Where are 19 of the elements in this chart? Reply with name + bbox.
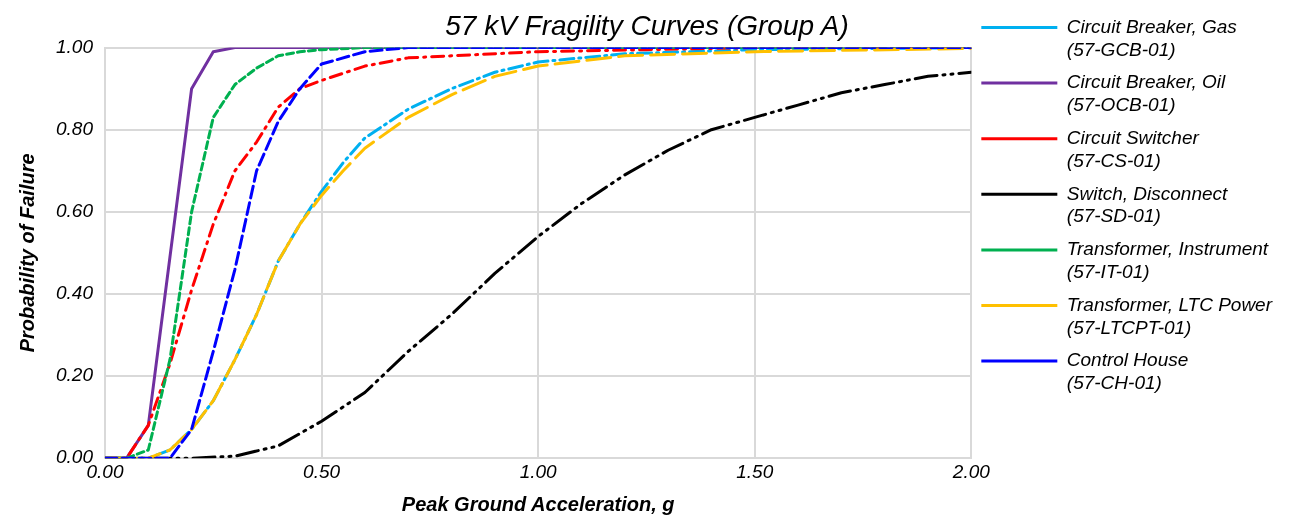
y-tick-label: 0.20 bbox=[56, 364, 94, 386]
y-tick-label: 0.80 bbox=[56, 118, 94, 139]
x-axis-title: Peak Ground Acceleration, g bbox=[401, 492, 675, 515]
legend-label: Circuit Switcher (57-CS-01) bbox=[1066, 126, 1200, 171]
legend-label: Transformer, Instrument (57-IT-01) bbox=[1066, 238, 1269, 282]
y-axis-title: Probability of Failure bbox=[15, 153, 38, 353]
x-tick-label: 0.50 bbox=[303, 460, 341, 482]
legend-label: Circuit Breaker, Gas (57-GCB-01) bbox=[1066, 15, 1238, 60]
legend-label: Transformer, LTC Power (57-LTCPT-01) bbox=[1066, 293, 1273, 338]
y-tick-label: 0.40 bbox=[56, 282, 94, 304]
y-tick-label: 0.60 bbox=[56, 200, 94, 222]
x-tick-label: 2.00 bbox=[951, 460, 991, 482]
y-tick-label: 1.00 bbox=[56, 35, 94, 57]
legend-label: Circuit Breaker, Oil (57-OCB-01) bbox=[1066, 71, 1226, 116]
legend-label: Switch, Disconnect (57-SD-01) bbox=[1066, 182, 1229, 227]
x-tick-label: 1.50 bbox=[736, 460, 774, 482]
legend-label: Control House (57-CH-01) bbox=[1066, 349, 1189, 394]
chart-title: 57 kV Fragility Curves (Group A) bbox=[445, 9, 849, 41]
x-tick-label: 1.00 bbox=[519, 460, 558, 482]
